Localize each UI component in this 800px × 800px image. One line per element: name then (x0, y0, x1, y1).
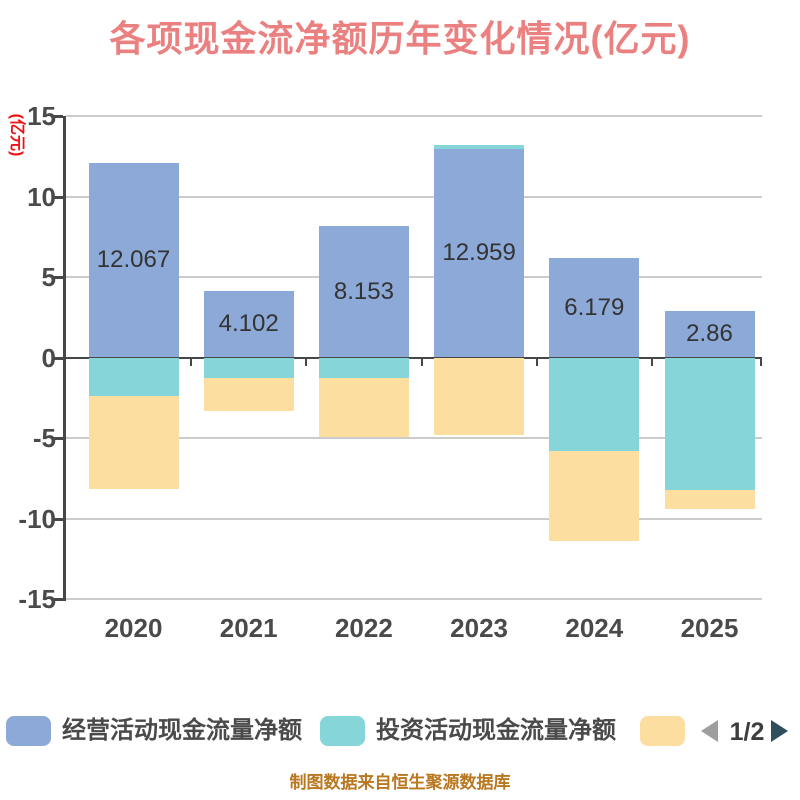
y-tick-0 (54, 356, 63, 360)
bar-segment-s1-2021[interactable] (203, 357, 294, 379)
chart-title: 各项现金流净额历年变化情况(亿元) (109, 18, 691, 59)
bar-segment-s2-2025[interactable] (664, 489, 755, 509)
y-tick-label--5: -5 (32, 423, 56, 453)
bar-value-label-2021: 4.102 (218, 310, 279, 338)
y-tick-label-15: 15 (27, 101, 56, 131)
legend-page-indicator: 1/2 (729, 718, 765, 746)
legend-swatch-operating[interactable] (6, 716, 51, 746)
x-tick-boundary-2 (420, 357, 423, 366)
x-axis-zero-line (66, 356, 762, 359)
bar-segment-s2-2024[interactable] (549, 450, 640, 542)
bar-segment-s0-2020[interactable] (88, 163, 179, 358)
bar-value-label-2020: 12.067 (96, 246, 171, 274)
legend-label-operating[interactable]: 经营活动现金流量净额 (62, 717, 302, 744)
x-tick-label-2025: 2025 (680, 613, 739, 643)
bar-segment-s2-2022[interactable] (318, 377, 409, 438)
data-source-note: 制图数据来自恒生聚源数据库 (289, 773, 511, 792)
gridline--5 (66, 437, 762, 439)
x-tick-label-2023: 2023 (450, 613, 509, 643)
bar-value-label-2022: 8.153 (333, 277, 394, 305)
y-tick-label--15: -15 (18, 584, 56, 614)
y-tick--15 (54, 598, 63, 601)
legend-swatch-financing[interactable] (640, 716, 685, 746)
legend-label-investing[interactable]: 投资活动现金流量净额 (376, 717, 616, 744)
bar-segment-s0-2023[interactable] (434, 148, 525, 358)
x-tick-boundary-0 (190, 357, 193, 366)
bar-segment-s0-2025[interactable] (664, 311, 755, 358)
y-tick--5 (54, 437, 63, 440)
bar-segment-s2-2020[interactable] (88, 396, 179, 489)
bar-segment-s2-2021[interactable] (203, 378, 294, 411)
y-tick-label-5: 5 (41, 262, 56, 292)
x-tick-label-2020: 2020 (104, 613, 163, 643)
y-tick--10 (54, 517, 63, 521)
bar-segment-s0-2021[interactable] (203, 291, 294, 358)
gridline--10 (66, 517, 762, 520)
x-tick-boundary-3 (535, 357, 538, 366)
x-tick-boundary-1 (305, 357, 308, 366)
legend-swatch-investing[interactable] (320, 716, 365, 746)
x-tick-right-end (760, 357, 762, 366)
gridline--15 (66, 598, 762, 600)
legend-next-page-icon[interactable] (771, 720, 788, 742)
bar-segment-s0-2022[interactable] (318, 226, 409, 358)
bar-segment-s1-2022[interactable] (318, 357, 409, 378)
bar-value-label-2023: 12.959 (442, 239, 516, 267)
y-tick-label-10: 10 (27, 181, 56, 212)
y-tick-label--10: -10 (18, 503, 56, 534)
y-tick-label-0: 0 (41, 342, 56, 373)
bar-value-label-2025: 2.86 (686, 320, 733, 348)
x-tick-label-2022: 2022 (334, 613, 393, 643)
bar-segment-s1-2024[interactable] (549, 357, 640, 451)
gridline-5 (66, 276, 762, 278)
legend-prev-page-icon[interactable] (701, 720, 718, 742)
gridline-15 (66, 115, 762, 117)
x-tick-label-2024: 2024 (565, 613, 624, 643)
x-tick-boundary-4 (650, 357, 653, 366)
y-tick-15 (54, 115, 63, 118)
bar-segment-s1-2025[interactable] (664, 357, 755, 490)
bar-segment-s0-2024[interactable] (549, 258, 640, 358)
y-axis-line (63, 116, 66, 601)
bar-segment-s1-2020[interactable] (88, 357, 179, 397)
bar-segment-s2-2023[interactable] (434, 357, 525, 435)
y-tick-5 (54, 276, 63, 279)
bar-value-label-2024: 6.179 (564, 293, 625, 321)
x-tick-label-2021: 2021 (219, 613, 278, 643)
bar-segment-s1-2023[interactable] (434, 144, 525, 149)
gridline-10 (66, 195, 762, 198)
y-tick-10 (54, 195, 63, 199)
